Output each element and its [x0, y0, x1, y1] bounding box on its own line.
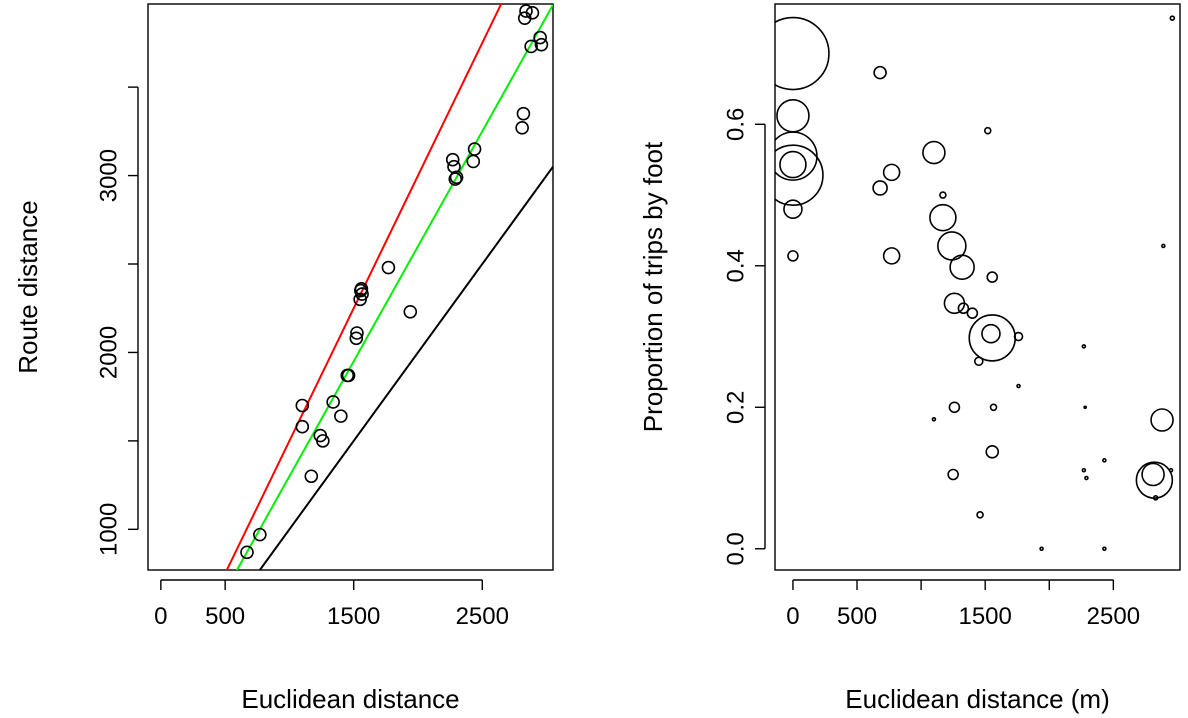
data-point [948, 401, 961, 414]
x-tick-label: 1500 [327, 603, 380, 630]
data-point [776, 98, 810, 133]
data-point [1083, 405, 1087, 410]
data-point [968, 314, 1017, 362]
data-point [985, 445, 1000, 459]
plot-frame [147, 3, 554, 571]
data-point [533, 30, 547, 45]
data-point [341, 368, 356, 383]
data-point [1102, 546, 1107, 552]
data-point [882, 247, 901, 265]
data-point [316, 434, 330, 448]
data-point [304, 469, 319, 484]
data-point [1152, 495, 1159, 501]
x-tick-label: 0 [154, 603, 167, 630]
data-point [1081, 344, 1087, 349]
y-tick-label: 1000 [95, 503, 122, 556]
data-point [1016, 383, 1021, 389]
data-point [326, 395, 340, 409]
x-tick-label: 2500 [456, 603, 509, 630]
y-tick-label: 0.4 [722, 249, 749, 282]
x-tick-label: 500 [837, 603, 877, 630]
data-point [976, 511, 984, 519]
x-tick-label: 0 [786, 603, 799, 630]
plot-data [775, 15, 1176, 552]
data-point [947, 468, 959, 481]
data-point [981, 323, 1001, 344]
data-point [983, 126, 992, 135]
y-tick-label: 0.0 [722, 532, 749, 565]
data-point [467, 142, 482, 156]
data-point [295, 419, 310, 434]
left-scatter-panel: 0 500 1500 2500 1000 2000 3000 Euclidean distan… [13, 3, 554, 714]
fit-line [225, 4, 503, 570]
fit-line [258, 166, 553, 570]
data-point [1084, 475, 1089, 481]
data-point [445, 152, 460, 167]
data-point [524, 39, 538, 54]
data-point [1161, 243, 1166, 249]
data-point [350, 326, 364, 340]
y-axis-title: Route distance [13, 200, 43, 373]
data-point [783, 199, 803, 219]
fit-line [235, 4, 553, 570]
data-point [882, 163, 901, 182]
data-point [922, 140, 946, 165]
data-point [775, 16, 830, 91]
data-point [525, 6, 540, 20]
data-point [872, 180, 888, 196]
data-point [1135, 461, 1174, 499]
data-point [515, 121, 529, 135]
data-point [534, 37, 549, 52]
data-point [1039, 546, 1044, 552]
data-point [931, 417, 937, 422]
plot-frame [774, 3, 1181, 571]
data-point [1168, 467, 1174, 473]
data-point [966, 307, 979, 319]
data-point [449, 170, 464, 185]
x-tick-label: 500 [205, 603, 245, 630]
x-axis-title: Euclidean distance (m) [845, 684, 1109, 714]
data-point [873, 65, 887, 80]
data-point [448, 172, 463, 186]
x-axis-title: Euclidean distance [241, 684, 459, 714]
data-point [949, 254, 975, 280]
data-point [295, 398, 310, 413]
data-point [957, 302, 970, 315]
plot-data [225, 4, 553, 570]
data-point [1150, 408, 1174, 432]
data-point [775, 131, 818, 181]
right-bubble-panel: 0 500 1500 2500 0.0 0.2 0.4 0.6 Euclidean distan… [638, 3, 1181, 714]
x-tick-label: 2500 [1087, 603, 1140, 630]
data-point [334, 409, 348, 423]
data-point [519, 4, 533, 18]
data-point [939, 191, 947, 199]
data-point [253, 527, 267, 542]
data-point [1081, 467, 1087, 473]
data-point [381, 260, 396, 275]
y-tick-label: 0.6 [722, 108, 749, 141]
data-point [354, 281, 369, 296]
data-point [1013, 331, 1024, 342]
y-tick-label: 3000 [95, 149, 122, 202]
x-tick-label: 1500 [958, 603, 1011, 630]
data-point [1169, 15, 1176, 21]
data-point [1102, 458, 1107, 463]
y-tick-label: 0.2 [722, 391, 749, 424]
data-point [989, 403, 998, 412]
data-point [986, 271, 999, 283]
y-axis-title: Proportion of trips by foot [638, 141, 668, 432]
data-point [240, 545, 254, 560]
data-point [355, 287, 369, 301]
data-point [403, 304, 418, 319]
data-point [1141, 462, 1165, 487]
data-point [787, 250, 799, 262]
y-tick-label: 2000 [95, 326, 122, 379]
data-point [779, 150, 807, 179]
data-point [516, 106, 531, 121]
data-point [466, 154, 481, 169]
data-point [775, 144, 824, 207]
data-point [349, 331, 364, 346]
data-point [929, 203, 957, 232]
